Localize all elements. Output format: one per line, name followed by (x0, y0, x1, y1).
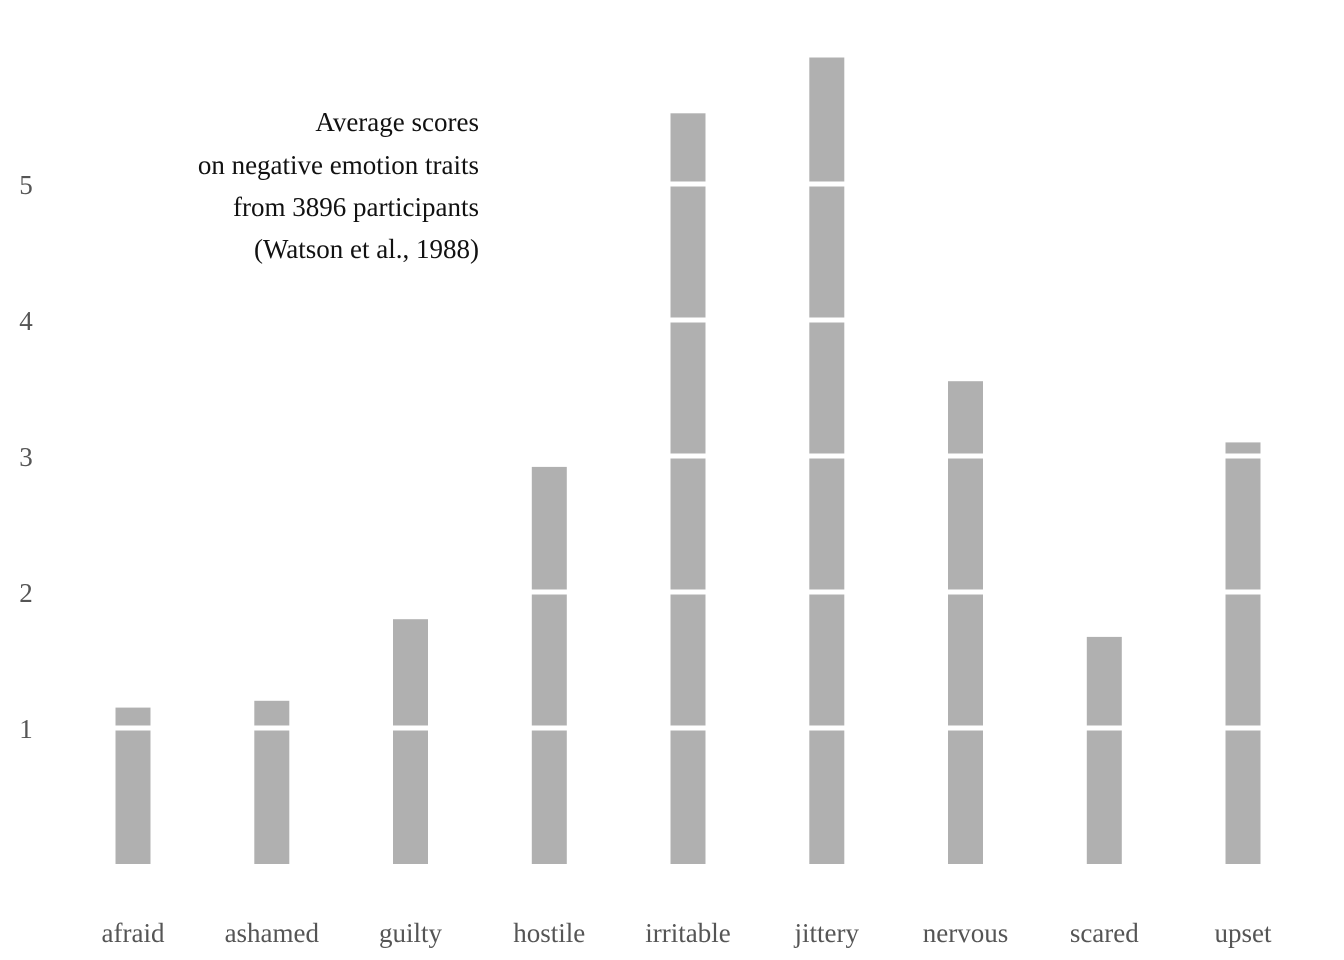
category-label-afraid: afraid (102, 918, 165, 948)
chart-title-line-1: Average scores (315, 107, 479, 137)
gridlines-group (100, 181, 1290, 731)
bar-guilty (393, 619, 428, 864)
category-label-ashamed: ashamed (225, 918, 320, 948)
y-tick-label-5: 5 (19, 170, 33, 200)
y-tick-label-1: 1 (19, 714, 33, 744)
category-label-hostile: hostile (513, 918, 585, 948)
bar-afraid (115, 707, 151, 864)
y-tick-label-3: 3 (19, 442, 33, 472)
bar-ashamed (254, 700, 290, 864)
category-label-scared: scared (1070, 918, 1139, 948)
category-labels: afraid ashamed guilty hostile irritable jitte… (102, 918, 1272, 948)
y-tick-label-4: 4 (19, 306, 33, 336)
chart-title-line-2: on negative emotion traits (198, 150, 479, 180)
bar-hostile (531, 466, 567, 864)
category-label-nervous: nervous (923, 918, 1008, 948)
category-label-upset: upset (1215, 918, 1272, 948)
category-label-guilty: guilty (379, 918, 443, 948)
bar-nervous (948, 381, 983, 864)
chart-title-line-4: (Watson et al., 1988) (254, 234, 479, 264)
bar-scared (1086, 636, 1122, 864)
y-tick-label-2: 2 (19, 578, 33, 608)
chart-title-line-3: from 3896 participants (233, 192, 479, 222)
bar-jittery (809, 57, 845, 864)
category-label-irritable: irritable (645, 918, 730, 948)
bar-irritable (670, 113, 706, 865)
y-tick-labels: 1 2 3 4 5 (19, 170, 33, 744)
bar-upset (1225, 442, 1261, 864)
category-label-jittery: jittery (794, 918, 860, 948)
